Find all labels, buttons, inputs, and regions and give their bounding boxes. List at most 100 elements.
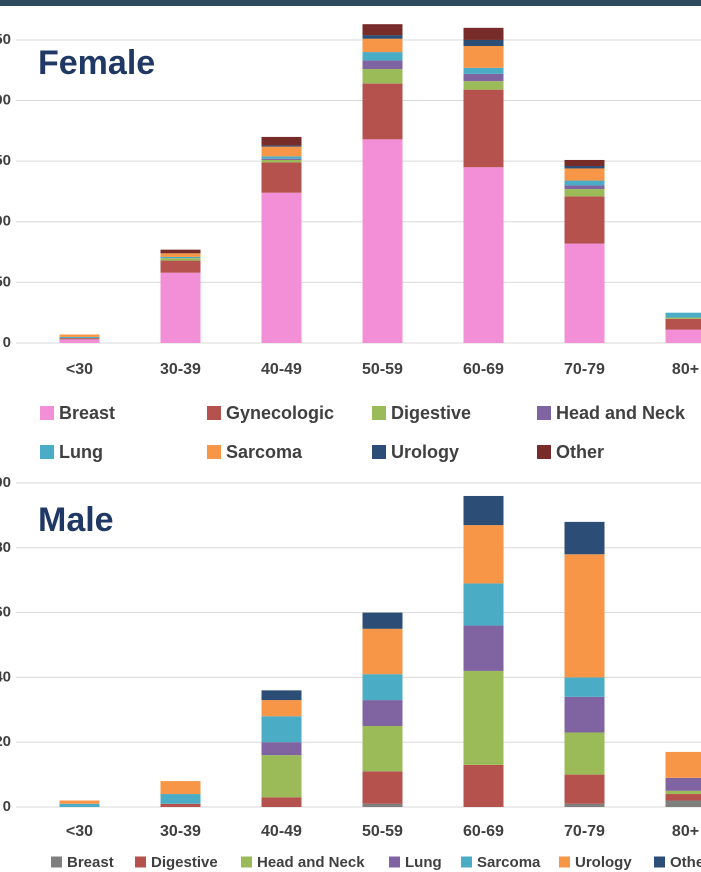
bar-segment: [463, 625, 504, 671]
bar-segment: [261, 716, 302, 743]
bar-segment: [564, 166, 605, 169]
x-tick-label: 30-39: [160, 361, 201, 378]
bar-segment: [362, 24, 403, 36]
legend-label: Head and Neck: [257, 854, 365, 871]
bar-segment: [261, 690, 302, 701]
legend-label: Other: [556, 442, 604, 462]
bar-segment: [463, 167, 504, 343]
bar-segment: [362, 803, 403, 807]
y-tick-label: 0: [3, 798, 11, 815]
bar-segment: [564, 696, 605, 733]
legend-swatch: [372, 445, 386, 459]
y-tick-label: 20: [0, 733, 11, 750]
bar-segment: [564, 774, 605, 804]
bar-segment: [564, 159, 605, 167]
legend-swatch: [372, 406, 386, 420]
bar-segment: [564, 189, 605, 197]
bar-segment: [665, 751, 701, 778]
y-tick-label: 250: [0, 31, 11, 48]
bar-segment: [362, 726, 403, 772]
legend-label: Urology: [575, 854, 632, 871]
legend-swatch: [389, 856, 400, 868]
bar-segment: [261, 146, 302, 157]
legend-swatch: [51, 856, 62, 868]
bar-segment: [564, 554, 605, 678]
y-tick-label: 150: [0, 152, 11, 169]
bar-segment: [160, 803, 201, 807]
x-tick-label: 60-69: [463, 823, 504, 840]
bar-segment: [564, 196, 605, 244]
legend-swatch: [537, 406, 551, 420]
legend-label: Sarcoma: [477, 854, 541, 871]
legend-swatch: [654, 856, 665, 868]
bar-segment: [160, 272, 201, 343]
bar-segment: [59, 800, 100, 804]
legend-label: Digestive: [151, 854, 218, 871]
bar-segment: [160, 256, 201, 259]
bar-segment: [665, 312, 701, 318]
bar-segment: [261, 156, 302, 159]
bar-segment: [160, 253, 201, 257]
legend-label: Head and Neck: [556, 403, 686, 423]
x-tick-label: 30-39: [160, 823, 201, 840]
bar-segment: [59, 803, 100, 807]
bar-segment: [160, 781, 201, 795]
bar-segment: [362, 83, 403, 140]
x-tick-label: 80+: [672, 823, 699, 840]
y-tick-label: 0: [3, 334, 11, 351]
bar-segment: [362, 35, 403, 39]
bar-segment: [564, 521, 605, 555]
legend-swatch: [559, 856, 570, 868]
legend-swatch: [40, 445, 54, 459]
bar-segment: [362, 139, 403, 343]
bar-segment: [564, 168, 605, 181]
bar-segment: [261, 158, 302, 160]
bar-segment: [463, 73, 504, 82]
bar-segment: [564, 732, 605, 775]
bar-segment: [261, 797, 302, 807]
x-tick-label: 40-49: [261, 361, 302, 378]
bar-segment: [362, 69, 403, 84]
y-tick-label: 100: [0, 213, 11, 230]
y-tick-label: 60: [0, 604, 11, 621]
legend-label: Other: [670, 854, 701, 871]
x-tick-label: 80+: [672, 361, 699, 378]
legend-label: Gynecologic: [226, 403, 334, 423]
bar-segment: [59, 334, 100, 337]
bar-segment: [362, 52, 403, 61]
bar-segment: [463, 39, 504, 47]
legend-swatch: [241, 856, 252, 868]
bar-segment: [362, 38, 403, 53]
x-tick-label: 70-79: [564, 361, 605, 378]
bar-segment: [665, 777, 701, 791]
bar-segment: [463, 670, 504, 765]
legend-label: Lung: [59, 442, 103, 462]
bar-segment: [362, 628, 403, 675]
bar-segment: [362, 60, 403, 70]
bar-segment: [261, 162, 302, 193]
bar-segment: [362, 612, 403, 629]
legend-swatch: [207, 406, 221, 420]
bar-segment: [59, 338, 100, 340]
legend-label: Digestive: [391, 403, 471, 423]
legend-label: Lung: [405, 854, 442, 871]
legend-swatch: [135, 856, 146, 868]
bar-segment: [463, 89, 504, 168]
bar-segment: [665, 318, 701, 330]
x-tick-label: 50-59: [362, 361, 403, 378]
x-tick-label: 50-59: [362, 823, 403, 840]
bar-segment: [564, 243, 605, 343]
bar-segment: [665, 794, 701, 801]
bar-segment: [59, 336, 100, 339]
bar-segment: [564, 803, 605, 807]
top-band: [0, 0, 701, 6]
chart-title: Male: [38, 501, 114, 539]
bar-segment: [463, 525, 504, 584]
legend-swatch: [207, 445, 221, 459]
bar-segment: [261, 136, 302, 146]
bar-segment: [463, 495, 504, 526]
bar-segment: [665, 800, 701, 807]
bar-segment: [564, 180, 605, 186]
y-tick-label: 50: [0, 273, 11, 290]
